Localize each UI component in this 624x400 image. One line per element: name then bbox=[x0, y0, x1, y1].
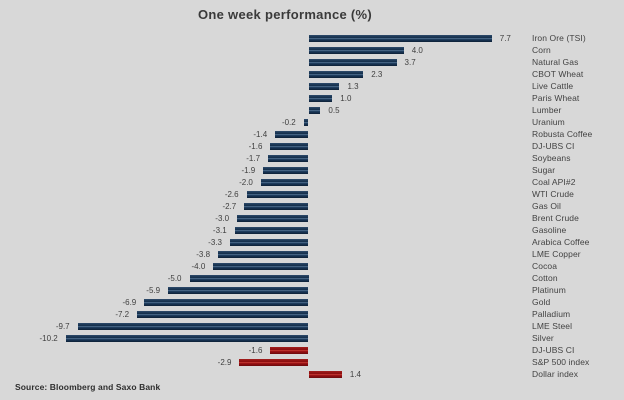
category-label: Brent Crude bbox=[532, 213, 579, 223]
bar bbox=[237, 215, 309, 222]
value-label: -5.0 bbox=[167, 273, 182, 283]
category-label: Lumber bbox=[532, 105, 562, 115]
value-label: -3.8 bbox=[196, 249, 211, 259]
value-label: -5.9 bbox=[146, 285, 161, 295]
bar bbox=[308, 59, 397, 66]
bar bbox=[246, 191, 309, 198]
category-label: Gold bbox=[532, 297, 551, 307]
category-label: Dollar index bbox=[532, 369, 579, 379]
category-label: CBOT Wheat bbox=[532, 69, 584, 79]
category-label: WTI Crude bbox=[532, 189, 574, 199]
category-label: Live Cattle bbox=[532, 81, 574, 91]
category-label: Cocoa bbox=[532, 261, 558, 271]
bar bbox=[308, 371, 342, 378]
value-label: -2.0 bbox=[239, 177, 253, 187]
bar bbox=[308, 71, 364, 78]
bar bbox=[270, 143, 309, 150]
bar bbox=[308, 107, 321, 114]
category-label: S&P 500 index bbox=[532, 357, 590, 367]
bar bbox=[260, 179, 309, 186]
value-label: -1.6 bbox=[248, 141, 263, 151]
category-label: DJ-UBS CI bbox=[532, 345, 575, 355]
bar bbox=[270, 347, 309, 354]
bar bbox=[144, 299, 309, 306]
bar bbox=[137, 311, 309, 318]
category-label: Iron Ore (TSI) bbox=[532, 33, 586, 43]
bar bbox=[275, 131, 309, 138]
category-label: Corn bbox=[532, 45, 551, 55]
category-label: Gas Oil bbox=[532, 201, 562, 211]
category-label: Sugar bbox=[532, 165, 556, 175]
bar bbox=[308, 47, 404, 54]
bar bbox=[244, 203, 309, 210]
value-label: -4.0 bbox=[191, 261, 206, 271]
bar bbox=[268, 155, 309, 162]
value-label: -10.2 bbox=[39, 333, 58, 343]
value-label: 4.0 bbox=[411, 45, 423, 55]
value-label: -6.9 bbox=[122, 297, 137, 307]
value-label: -1.4 bbox=[253, 129, 268, 139]
category-label: DJ-UBS CI bbox=[532, 141, 575, 151]
category-label: Soybeans bbox=[532, 153, 571, 163]
bar bbox=[218, 251, 309, 258]
category-label: Coal API#2 bbox=[532, 177, 576, 187]
value-label: -7.2 bbox=[115, 309, 130, 319]
bar bbox=[229, 239, 309, 246]
value-label: -9.7 bbox=[55, 321, 70, 331]
value-label: -1.6 bbox=[248, 345, 263, 355]
value-label: -2.9 bbox=[217, 357, 232, 367]
bar bbox=[308, 83, 340, 90]
bar bbox=[303, 119, 309, 126]
value-label: -0.2 bbox=[281, 117, 296, 127]
source-note: Source: Bloomberg and Saxo Bank bbox=[15, 382, 161, 392]
category-label: Natural Gas bbox=[532, 57, 579, 67]
value-label: 2.3 bbox=[371, 69, 383, 79]
category-label: Silver bbox=[532, 333, 554, 343]
value-label: -2.7 bbox=[222, 201, 237, 211]
category-label: Gasoline bbox=[532, 225, 567, 235]
category-label: Arabica Coffee bbox=[532, 237, 590, 247]
bar bbox=[65, 335, 309, 342]
value-label: 1.0 bbox=[340, 93, 352, 103]
value-label: 0.5 bbox=[328, 105, 340, 115]
value-label: 1.3 bbox=[347, 81, 359, 91]
bar bbox=[239, 359, 309, 366]
value-label: -1.7 bbox=[246, 153, 261, 163]
category-label: Robusta Coffee bbox=[532, 129, 593, 139]
bar bbox=[168, 287, 309, 294]
value-label: 1.4 bbox=[349, 369, 361, 379]
value-label: 7.7 bbox=[499, 33, 511, 43]
chart-title: One week performance (%) bbox=[197, 7, 373, 22]
category-label: Uranium bbox=[532, 117, 565, 127]
bar bbox=[308, 35, 492, 42]
value-label: 3.7 bbox=[404, 57, 416, 67]
category-label: Palladium bbox=[532, 309, 571, 319]
value-label: -1.9 bbox=[241, 165, 256, 175]
bar bbox=[189, 275, 309, 282]
value-label: -2.6 bbox=[224, 189, 239, 199]
bar bbox=[234, 227, 309, 234]
value-label: -3.3 bbox=[208, 237, 222, 247]
category-label: Paris Wheat bbox=[532, 93, 580, 103]
category-label: LME Copper bbox=[532, 249, 581, 259]
category-label: Cotton bbox=[532, 273, 558, 283]
bar bbox=[213, 263, 309, 270]
category-label: Platinum bbox=[532, 285, 566, 295]
category-label: LME Steel bbox=[532, 321, 573, 331]
bar bbox=[77, 323, 309, 330]
value-label: -3.0 bbox=[215, 213, 230, 223]
bar bbox=[263, 167, 309, 174]
bar bbox=[308, 95, 333, 102]
value-label: -3.1 bbox=[212, 225, 227, 235]
